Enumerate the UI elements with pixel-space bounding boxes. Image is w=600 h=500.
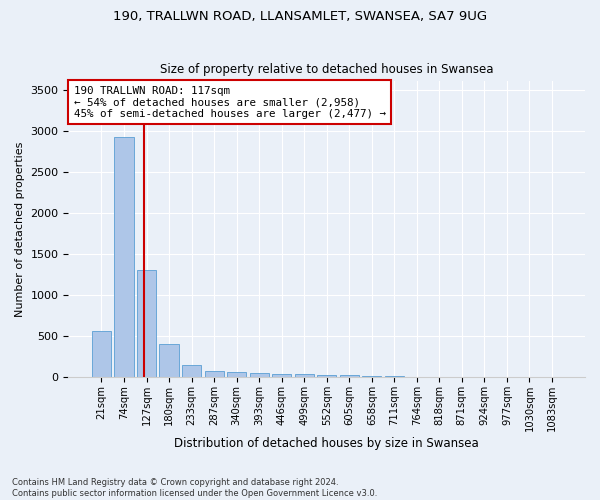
Title: Size of property relative to detached houses in Swansea: Size of property relative to detached ho… bbox=[160, 63, 493, 76]
Bar bbox=[137, 270, 156, 378]
Bar bbox=[160, 344, 179, 378]
Bar bbox=[317, 374, 336, 378]
Bar bbox=[227, 372, 246, 378]
Bar bbox=[272, 374, 291, 378]
Bar bbox=[295, 374, 314, 378]
Bar bbox=[205, 371, 224, 378]
Y-axis label: Number of detached properties: Number of detached properties bbox=[15, 142, 25, 317]
Bar bbox=[92, 330, 111, 378]
X-axis label: Distribution of detached houses by size in Swansea: Distribution of detached houses by size … bbox=[175, 437, 479, 450]
Bar bbox=[182, 364, 201, 378]
Text: Contains HM Land Registry data © Crown copyright and database right 2024.
Contai: Contains HM Land Registry data © Crown c… bbox=[12, 478, 377, 498]
Bar bbox=[385, 376, 404, 378]
Text: 190, TRALLWN ROAD, LLANSAMLET, SWANSEA, SA7 9UG: 190, TRALLWN ROAD, LLANSAMLET, SWANSEA, … bbox=[113, 10, 487, 23]
Bar bbox=[407, 376, 427, 378]
Bar bbox=[115, 138, 134, 378]
Bar bbox=[250, 373, 269, 378]
Bar bbox=[430, 377, 449, 378]
Bar bbox=[340, 376, 359, 378]
Text: 190 TRALLWN ROAD: 117sqm
← 54% of detached houses are smaller (2,958)
45% of sem: 190 TRALLWN ROAD: 117sqm ← 54% of detach… bbox=[74, 86, 386, 119]
Bar bbox=[362, 376, 382, 378]
